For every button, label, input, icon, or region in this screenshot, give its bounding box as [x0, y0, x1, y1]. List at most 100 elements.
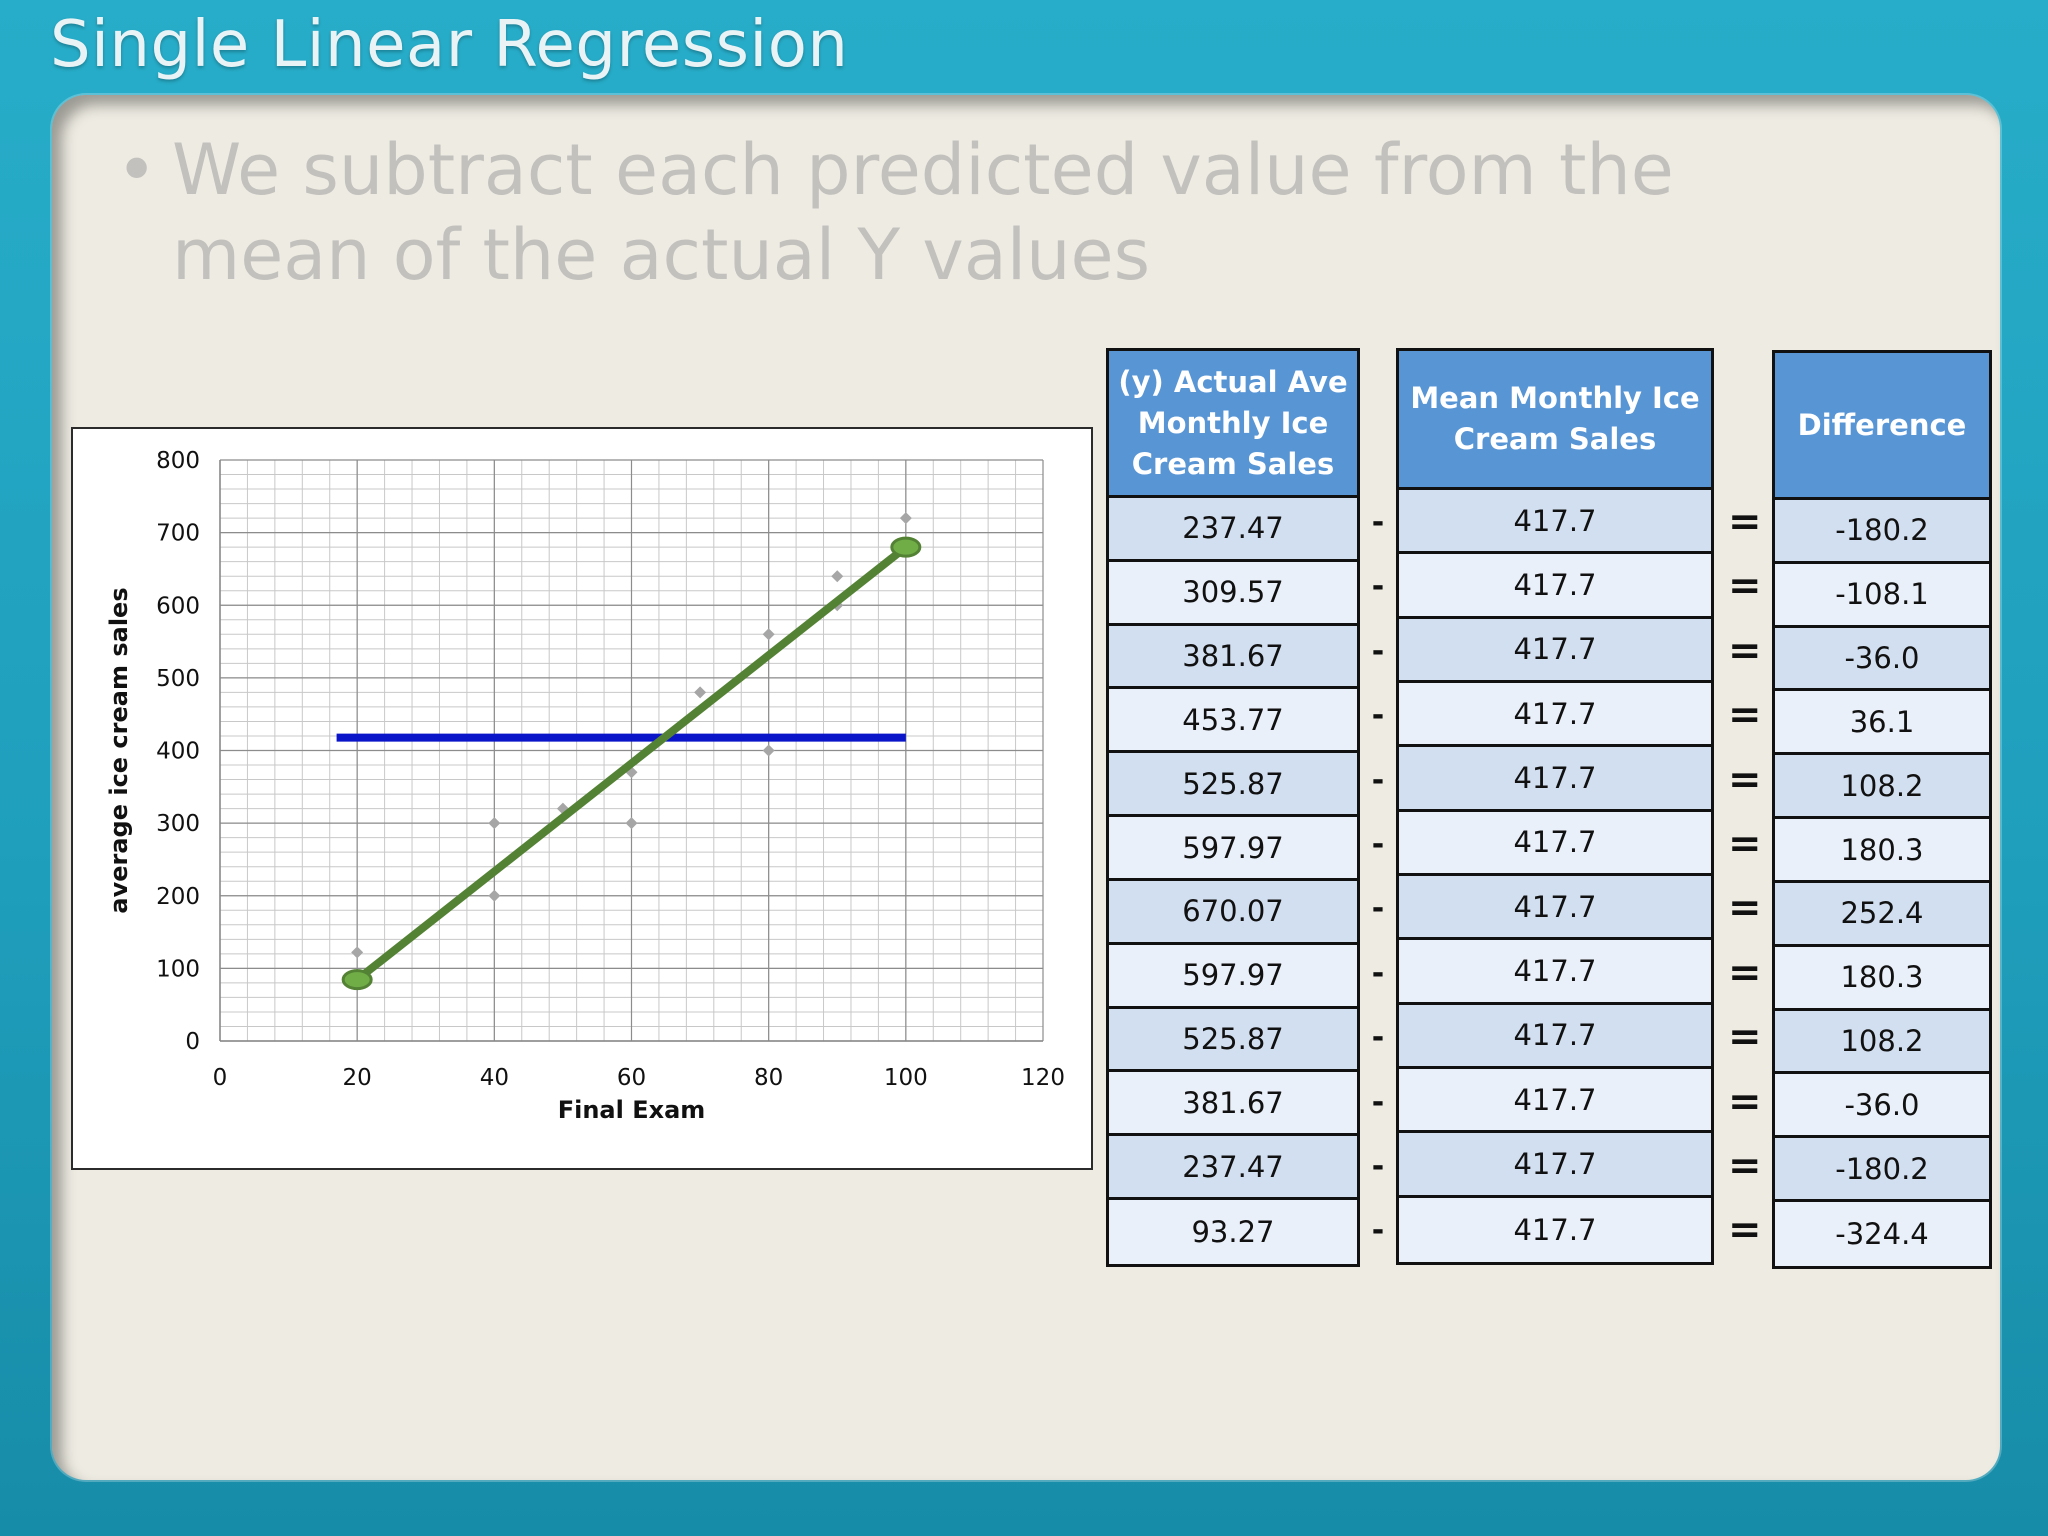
equals-operator: = — [1728, 1207, 1762, 1254]
x-tick-label: 100 — [884, 1065, 928, 1091]
mean-sales-table: Mean Monthly Ice Cream Sales 417.7 417.7 4… — [1396, 348, 1714, 1265]
minus-operator: - — [1371, 955, 1385, 991]
data-point — [625, 817, 638, 830]
data-point — [762, 744, 775, 757]
difference-cell: 108.2 — [1775, 1010, 1989, 1075]
equals-operator: = — [1728, 821, 1762, 867]
y-tick-label: 400 — [156, 739, 200, 765]
actual-sales-cell: 237.47 — [1109, 1136, 1357, 1201]
minus-operator: - — [1371, 698, 1385, 734]
minus-operator: - — [1371, 827, 1385, 862]
y-tick-label: 300 — [156, 811, 200, 837]
mean-sales-cell: 417.7 — [1399, 747, 1711, 812]
actual-sales-cell: 525.87 — [1109, 1008, 1357, 1073]
difference-cell: 252.4 — [1775, 882, 1989, 947]
x-tick-label: 80 — [754, 1065, 783, 1091]
regression-line — [353, 543, 910, 984]
mean-sales-cell: 417.7 — [1399, 1068, 1711, 1134]
actual-sales-cell: 381.67 — [1109, 1072, 1357, 1137]
equals-operator: = — [1728, 756, 1762, 803]
regression-endpoint-marker — [341, 969, 373, 991]
minus-operator: - — [1371, 1213, 1385, 1249]
mean-sales-cell: 417.7 — [1399, 940, 1711, 1005]
mean-sales-cell: 417.7 — [1399, 811, 1711, 876]
y-tick-label: 200 — [156, 884, 200, 910]
mean-sales-cells: 417.7 417.7 417.7 417.7 417.7 417.7 417.7 417.7… — [1399, 490, 1711, 1262]
data-point — [488, 817, 501, 830]
data-point — [899, 512, 912, 525]
x-axis-title: Final Exam — [558, 1096, 706, 1124]
data-point — [831, 570, 844, 583]
actual-sales-cell: 309.57 — [1109, 561, 1357, 626]
x-tick-label: 20 — [343, 1065, 372, 1091]
actual-sales-cell: 670.07 — [1109, 880, 1357, 945]
difference-cell: -36.0 — [1775, 1074, 1989, 1139]
actual-sales-cell: 93.27 — [1109, 1200, 1357, 1264]
data-point — [625, 766, 638, 779]
difference-cell: -324.4 — [1775, 1202, 1989, 1266]
minus-operator: - — [1371, 1020, 1385, 1056]
y-tick-labels: 0 100 200 300 400 500 600 700 800 — [156, 448, 200, 1055]
x-tick-labels: 0 20 40 60 80 100 120 — [213, 1065, 1065, 1091]
mean-sales-cell: 417.7 — [1399, 554, 1711, 619]
actual-sales-header: (y) Actual Ave Monthly Ice Cream Sales — [1109, 351, 1357, 498]
x-tick-label: 120 — [1021, 1065, 1065, 1091]
actual-sales-cell: 381.67 — [1109, 625, 1357, 690]
data-point — [488, 889, 501, 902]
x-tick-label: 60 — [617, 1065, 646, 1091]
difference-cell: -36.0 — [1775, 627, 1989, 692]
bullet-text: We subtract each predicted value from th… — [172, 129, 1674, 296]
difference-header: Difference — [1775, 353, 1989, 500]
slide-title: Single Linear Regression — [50, 8, 849, 82]
x-tick-label: 40 — [480, 1065, 509, 1091]
bullet-point: • We subtract each predicted value from … — [116, 128, 1880, 298]
minus-operator: - — [1371, 891, 1385, 927]
x-tick-label: 0 — [213, 1065, 228, 1091]
mean-sales-cell: 417.7 — [1399, 490, 1711, 555]
actual-sales-table: (y) Actual Ave Monthly Ice Cream Sales 2… — [1106, 348, 1360, 1267]
actual-sales-cell: 597.97 — [1109, 944, 1357, 1009]
difference-cell: -108.1 — [1775, 563, 1989, 628]
y-tick-label: 700 — [156, 521, 200, 547]
equals-operator: = — [1728, 627, 1762, 674]
difference-table: Difference -180.2 -108.1 -36.0 36.1 108.2 180… — [1772, 350, 1992, 1269]
data-point — [694, 686, 707, 699]
equals-operator: = — [1728, 499, 1762, 545]
minus-operator: - — [1371, 1084, 1385, 1120]
difference-cell: 108.2 — [1775, 755, 1989, 820]
equals-operator: = — [1728, 1143, 1762, 1189]
mean-sales-cell: 417.7 — [1399, 875, 1711, 941]
difference-cell: -180.2 — [1775, 500, 1989, 564]
minus-operator: - — [1371, 505, 1385, 540]
minus-operator: - — [1371, 633, 1385, 669]
regression-line-group — [341, 536, 922, 991]
mean-sales-cell: 417.7 — [1399, 618, 1711, 683]
difference-cell: 180.3 — [1775, 946, 1989, 1011]
mean-sales-cell: 417.7 — [1399, 1133, 1711, 1198]
difference-cell: -180.2 — [1775, 1138, 1989, 1203]
mean-sales-header: Mean Monthly Ice Cream Sales — [1399, 351, 1711, 490]
mean-sales-cell: 417.7 — [1399, 1197, 1711, 1262]
equals-operator: = — [1728, 692, 1762, 739]
equals-operator: = — [1728, 563, 1762, 610]
difference-cell: 36.1 — [1775, 691, 1989, 756]
actual-sales-cell: 237.47 — [1109, 498, 1357, 562]
actual-sales-cells: 237.47 309.57 381.67 453.77 525.87 597.97 670.… — [1109, 498, 1357, 1264]
minus-operator: - — [1371, 569, 1385, 605]
y-axis-title: average ice cream sales — [105, 587, 133, 913]
regression-endpoint-marker — [890, 536, 922, 558]
y-tick-label: 500 — [156, 666, 200, 692]
mean-sales-cell: 417.7 — [1399, 682, 1711, 748]
difference-cell: 180.3 — [1775, 819, 1989, 883]
minus-operator: - — [1371, 1149, 1385, 1184]
scatter-chart: 0 100 200 300 400 500 600 700 800 0 20 40 60 80 100 12… — [71, 427, 1093, 1170]
data-point — [762, 628, 775, 641]
bullet-dot-icon: • — [116, 129, 158, 211]
mean-sales-cell: 417.7 — [1399, 1004, 1711, 1069]
chart-canvas: 0 100 200 300 400 500 600 700 800 0 20 40 60 80 100 12… — [105, 448, 1065, 1124]
major-gridlines — [219, 459, 1044, 1042]
actual-sales-cell: 597.97 — [1109, 817, 1357, 881]
data-point — [351, 946, 364, 959]
equals-operator: = — [1728, 949, 1762, 996]
difference-cells: -180.2 -108.1 -36.0 36.1 108.2 180.3 252.4 180.… — [1775, 500, 1989, 1266]
